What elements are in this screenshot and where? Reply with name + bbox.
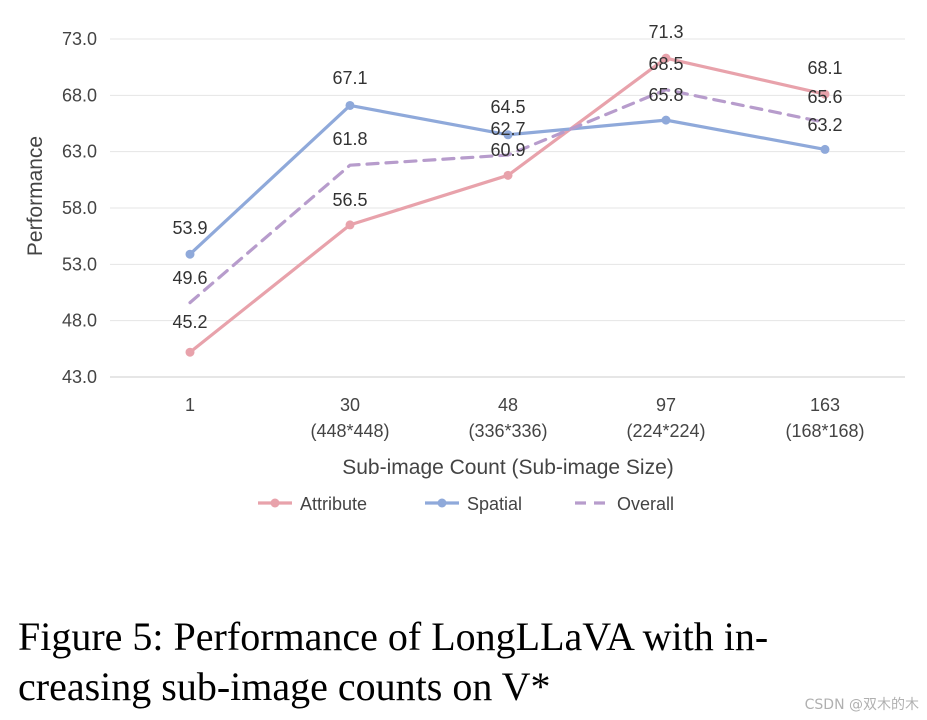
x-tick-sublabel: (448*448) [310, 421, 389, 441]
y-tick-label: 58.0 [62, 198, 97, 218]
data-label-attribute: 56.5 [332, 190, 367, 210]
series-line-overall [188, 88, 827, 305]
caption-line-1: Figure 5: Performance of LongLLaVA with … [18, 614, 769, 659]
data-label-overall: 61.8 [332, 129, 367, 149]
data-label-overall: 62.7 [490, 119, 525, 139]
data-point-attribute [820, 89, 830, 99]
data-label-overall: 49.6 [172, 268, 207, 288]
legend-marker-attribute [270, 498, 280, 508]
data-point-attribute [503, 170, 513, 180]
x-tick-label: 30 [340, 395, 360, 415]
x-tick-sublabel: (168*168) [785, 421, 864, 441]
legend-label-attribute: Attribute [300, 494, 367, 514]
data-point-spatial [503, 130, 513, 140]
y-tick-label: 43.0 [62, 367, 97, 387]
y-tick-label: 73.0 [62, 29, 97, 49]
y-axis-ticks: 43.0 48.0 53.0 58.0 63.0 68.0 73.0 [62, 29, 97, 387]
data-label-overall: 68.5 [648, 54, 683, 74]
legend-label-spatial: Spatial [467, 494, 522, 514]
x-tick-label: 48 [498, 395, 518, 415]
y-axis-title: Performance [24, 136, 47, 256]
series-markers [185, 53, 830, 357]
x-tick-label: 97 [656, 395, 676, 415]
legend-label-overall: Overall [617, 494, 674, 514]
data-label-spatial: 67.1 [332, 68, 367, 88]
data-label-spatial: 64.5 [490, 97, 525, 117]
x-tick-sublabel: (336*336) [468, 421, 547, 441]
data-point-attribute [345, 220, 355, 230]
x-tick-label: 1 [185, 395, 195, 415]
gridlines [110, 38, 905, 378]
data-label-attribute: 45.2 [172, 312, 207, 332]
watermark: CSDN @双木的木 [804, 697, 919, 713]
x-axis-title: Sub-image Count (Sub-image Size) [342, 456, 674, 479]
x-axis-ticks: 1 30 (448*448) 48 (336*336) 97 (224*224) 163 (16… [185, 395, 865, 441]
data-point-spatial [820, 144, 830, 154]
data-label-spatial: 53.9 [172, 218, 207, 238]
data-label-spatial: 63.2 [807, 115, 842, 135]
caption-line-2: creasing sub-image counts on V* [18, 664, 551, 709]
data-label-spatial: 65.8 [648, 85, 683, 105]
legend: Attribute Spatial Overall [258, 494, 674, 514]
data-point-attribute [661, 53, 671, 63]
data-label-attribute: 60.9 [490, 140, 525, 160]
data-point-spatial [185, 249, 195, 259]
y-tick-label: 48.0 [62, 311, 97, 331]
data-point-spatial [345, 100, 355, 110]
y-tick-label: 53.0 [62, 254, 97, 274]
data-label-attribute: 71.3 [648, 22, 683, 42]
data-label-overall: 65.6 [807, 87, 842, 107]
data-point-spatial [661, 115, 671, 125]
y-tick-label: 63.0 [62, 142, 97, 162]
y-tick-label: 68.0 [62, 85, 97, 105]
data-labels: 45.2 56.5 60.9 71.3 68.1 53.9 67.1 64.5 65.8 63.2… [172, 22, 842, 332]
figure-caption: Figure 5: Performance of LongLLaVA with … [18, 612, 908, 712]
data-label-attribute: 68.1 [807, 58, 842, 78]
x-tick-label: 163 [810, 395, 840, 415]
line-chart: 43.0 48.0 53.0 58.0 63.0 68.0 73.0 1 30 (448*448… [24, 22, 905, 514]
x-tick-sublabel: (224*224) [626, 421, 705, 441]
legend-marker-spatial [437, 498, 447, 508]
data-point-attribute [185, 347, 195, 357]
